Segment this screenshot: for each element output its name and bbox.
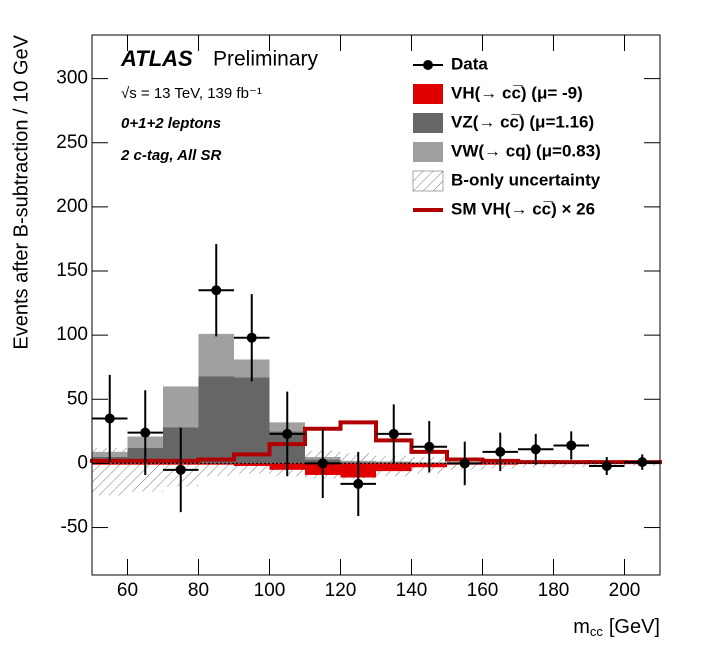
data-point [495,446,506,457]
x-tick-label: 100 [254,580,286,601]
stack-bar [376,463,412,472]
chart-subtitle: Preliminary [213,48,319,71]
legend-symbol [413,142,443,162]
data-point [424,441,435,452]
y-tick-label: 250 [56,132,88,153]
legend-label: Data [451,54,488,73]
data-point [530,444,541,455]
data-point [211,285,222,296]
legend-label: VW(→ cq) (μ=0.83) [451,141,601,160]
x-tick-label: 180 [538,580,570,601]
data-point [353,478,364,489]
data-point [175,464,186,475]
legend-symbol [412,170,444,192]
data-point [637,457,648,468]
y-tick-label: 150 [56,260,88,281]
x-tick-label: 200 [609,580,641,601]
y-tick-label: 100 [56,324,88,345]
stack-bar [163,386,199,428]
data-point [317,458,328,469]
x-axis-label: mcc [GeV] [573,616,660,639]
legend-symbol [413,84,443,104]
legend-label: VZ(→ cc̅) (μ=1.16) [451,112,594,131]
annotation: 2 c-tag, All SR [120,147,221,164]
annotation: √s = 13 TeV, 139 fb⁻¹ [121,85,262,102]
stack-bar [234,463,270,466]
frame [91,34,661,576]
data-point [104,413,115,424]
data-point [282,428,293,439]
data-point [566,440,577,451]
stack-bar [198,333,234,377]
x-label-unit: [GeV] [609,616,660,638]
plot-area [90,244,662,516]
stack-bar [198,376,234,464]
x-tick-label: 160 [467,580,499,601]
legend-symbol [423,60,433,70]
legend-label: SM VH(→ cc̅) × 26 [451,199,595,218]
annotation: 0+1+2 leptons [121,115,221,132]
y-tick-label: 50 [67,388,88,409]
data-point [388,428,399,439]
x-label-sub: cc [590,624,604,639]
y-tick-label: 200 [56,196,88,217]
x-tick-label: 140 [396,580,428,601]
x-tick-label: 80 [188,580,209,601]
stack-bar [234,377,270,464]
legend-label: B-only uncertainty [451,170,601,189]
data-point [601,460,612,471]
y-tick-label: -50 [61,517,88,538]
stack-bar [198,463,234,465]
x-label-main: m [573,616,590,638]
data-point [246,332,257,343]
legend-label: VH(→ cc̅) (μ= -9) [451,83,583,102]
legend: Data VH(→ cc̅) (μ= -9) VZ(→ cc̅) (μ=1.16) V… [412,54,601,218]
y-axis-label: Events after B-subtraction / 10 GeV [10,34,32,349]
x-tick-label: 120 [325,580,357,601]
stack-bar [92,463,128,465]
chart-title: ATLAS [120,46,193,71]
y-tick-label: 300 [56,68,88,89]
data-point [140,427,151,438]
x-tick-label: 60 [117,580,138,601]
data-point [459,458,470,469]
y-tick-label: 0 [77,452,88,473]
legend-symbol [413,113,443,133]
